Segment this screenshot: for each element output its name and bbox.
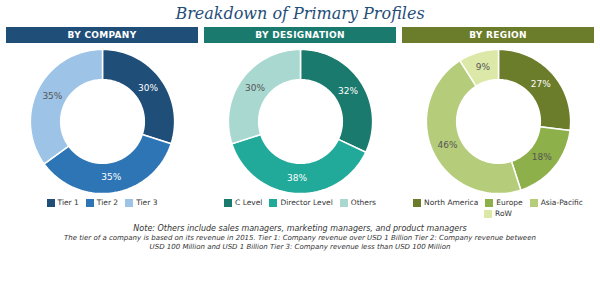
html-text:Tier 2: Tier 2	[96, 198, 119, 207]
html-text:C Level: C Level	[235, 198, 263, 207]
svg-text:30%: 30%	[138, 83, 158, 93]
svg-text:9%: 9%	[476, 62, 491, 72]
html-text:Europe: Europe	[496, 198, 523, 207]
svg-text:30%: 30%	[245, 83, 265, 93]
html-text:Tier 3: Tier 3	[136, 198, 158, 207]
html-text:USD 100 Million and USD 1 Bill: USD 100 Million and USD 1 Billion Tier 3…	[149, 243, 451, 251]
html-text:BY DESIGNATION: BY DESIGNATION	[255, 30, 345, 40]
svg-text:38%: 38%	[287, 173, 307, 183]
html-text:Tier 1: Tier 1	[57, 198, 79, 207]
svg-text:46%: 46%	[438, 140, 458, 150]
html-text:Others: Others	[350, 198, 376, 207]
html-text:Breakdown of Primary Profiles: Breakdown of Primary Profiles	[175, 4, 425, 23]
html-text:BY COMPANY: BY COMPANY	[67, 30, 137, 40]
html-text:RoW: RoW	[495, 209, 512, 218]
html-text:BY REGION: BY REGION	[469, 30, 527, 40]
html-text:Asia-Pacific: Asia-Pacific	[540, 198, 583, 207]
svg-text:32%: 32%	[338, 86, 358, 96]
html-text:North America: North America	[424, 198, 479, 207]
svg-text:18%: 18%	[532, 152, 552, 162]
html-text:The tier of a company is based: The tier of a company is based on its re…	[64, 234, 536, 242]
svg-text:35%: 35%	[42, 91, 62, 101]
svg-text:27%: 27%	[531, 79, 551, 89]
html-text:Note: Others include sales man: Note: Others include sales managers, mar…	[133, 224, 467, 233]
svg-text:35%: 35%	[101, 172, 121, 182]
html-text:Director Level: Director Level	[280, 198, 333, 207]
